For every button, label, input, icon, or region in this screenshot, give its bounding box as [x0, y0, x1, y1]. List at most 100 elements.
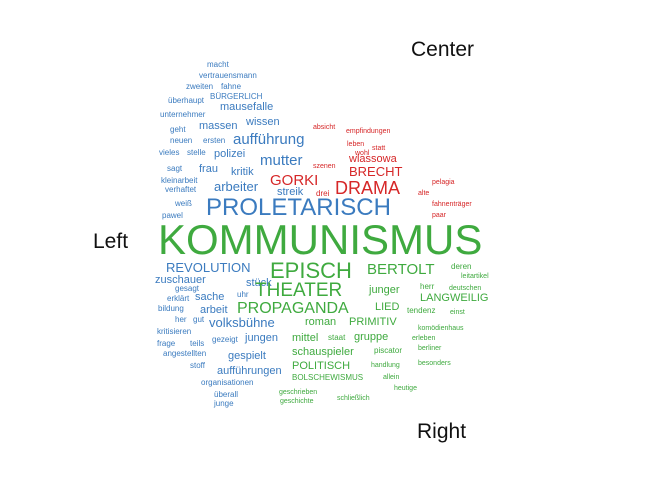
cloud-word: absicht	[313, 124, 336, 131]
cloud-word: deutschen	[449, 285, 482, 292]
cloud-word: szenen	[313, 163, 336, 170]
cloud-word: mausefalle	[220, 101, 274, 113]
cloud-word: kleinarbeit	[161, 176, 198, 185]
cloud-word: uhr	[237, 290, 249, 299]
cloud-word: verhaftet	[165, 185, 197, 194]
cloud-word: geschrieben	[279, 389, 318, 396]
cloud-word: jungen	[245, 332, 279, 344]
cloud-word: pawel	[162, 211, 183, 220]
cloud-word: organisationen	[201, 378, 254, 387]
cloud-word: erleben	[412, 335, 436, 342]
cloud-word: angestellten	[163, 349, 207, 358]
cloud-word: roman	[305, 316, 337, 328]
cloud-word: komödienhaus	[418, 325, 464, 332]
cloud-word: wissen	[246, 116, 280, 128]
cloud-word: leitartikel	[461, 273, 489, 280]
cloud-word: vertrauensmann	[199, 71, 257, 80]
cloud-word: teils	[190, 339, 205, 348]
cloud-word: sache	[195, 291, 225, 303]
cloud-word: gut	[193, 315, 205, 324]
cloud-word: kritisieren	[157, 327, 192, 336]
cloud-word: mutter	[260, 152, 303, 169]
cloud-word: frau	[199, 163, 218, 175]
cloud-word: staat	[328, 333, 346, 342]
cloud-word: pelagia	[432, 179, 455, 186]
cloud-word: stelle	[187, 148, 206, 157]
cloud-word: arbeit	[200, 304, 228, 316]
cloud-word: statt	[372, 145, 386, 152]
cloud-word: massen	[199, 120, 238, 132]
cloud-word: macht	[207, 60, 229, 69]
cloud-word: aufführungen	[217, 365, 282, 377]
cloud-word: wlassowa	[349, 153, 397, 165]
cloud-word: polizei	[214, 148, 246, 160]
cloud-word: junger	[369, 284, 400, 296]
cloud-word: neuen	[170, 136, 193, 145]
cloud-word: gesagt	[175, 284, 200, 293]
cloud-word: heutige	[394, 385, 417, 392]
cloud-word: BÜRGERLICH	[210, 92, 263, 101]
cloud-word: unternehmer	[160, 110, 206, 119]
cloud-word: LIED	[375, 301, 400, 313]
cloud-word: GORKI	[270, 172, 319, 189]
cloud-word: gespielt	[228, 350, 266, 362]
cloud-word: überhaupt	[168, 96, 205, 105]
cloud-word: BERTOLT	[367, 261, 435, 278]
cloud-word: einst	[450, 309, 465, 316]
cloud-word: geschichte	[280, 398, 314, 405]
cloud-word: BRECHT	[349, 164, 403, 179]
cloud-word: schließlich	[337, 395, 370, 402]
cloud-word: gezeigt	[212, 335, 238, 344]
label-center: Center	[411, 38, 475, 61]
cloud-word: volksbühne	[209, 315, 275, 330]
cloud-word: arbeiter	[214, 179, 259, 194]
cloud-word: fahne	[221, 82, 242, 91]
cloud-word: empfindungen	[346, 128, 391, 135]
cloud-word: sagt	[167, 164, 183, 173]
cloud-word: BOLSCHEWISMUS	[292, 373, 364, 382]
cloud-word: überall	[214, 390, 239, 399]
cloud-word: handlung	[371, 362, 400, 369]
cloud-word: KOMMUNISMUS	[158, 216, 483, 263]
cloud-word: fahnenträger	[432, 201, 472, 208]
cloud-word: EPISCH	[270, 258, 352, 283]
cloud-word: paar	[432, 212, 447, 219]
cloud-word: erklärt	[167, 294, 190, 303]
cloud-word: DRAMA	[335, 178, 401, 198]
cloud-word: herr	[420, 282, 435, 291]
label-right: Right	[417, 420, 467, 443]
cloud-word: aufführung	[233, 131, 305, 148]
cloud-word: allein	[383, 374, 400, 381]
cloud-word: ersten	[203, 136, 226, 145]
cloud-word: stoff	[190, 361, 205, 370]
cloud-word: mittel	[292, 332, 319, 344]
cloud-word: deren	[451, 262, 472, 271]
cloud-word: LANGWEILIG	[420, 292, 489, 304]
cloud-word: REVOLUTION	[166, 260, 251, 275]
cloud-word: bildung	[158, 304, 184, 313]
cloud-word: PROPAGANDA	[237, 300, 349, 317]
cloud-word: geht	[170, 125, 186, 134]
cloud-word: weiß	[175, 199, 192, 208]
cloud-word: junge	[214, 399, 234, 408]
cloud-word: alte	[418, 190, 430, 197]
cloud-word: stück	[246, 277, 272, 289]
cloud-word: berliner	[418, 345, 442, 352]
cloud-word: leben	[347, 141, 365, 148]
cloud-word: frage	[157, 339, 176, 348]
cloud-word: POLITISCH	[292, 360, 351, 372]
cloud-word: vieles	[159, 148, 180, 157]
cloud-word: tendenz	[407, 306, 436, 315]
cloud-word: zuschauer	[155, 274, 206, 286]
cloud-word: her	[175, 315, 187, 324]
cloud-word: gruppe	[354, 331, 389, 343]
cloud-word: PRIMITIV	[349, 316, 397, 328]
cloud-word: PROLETARISCH	[206, 194, 391, 221]
cloud-word: drei	[316, 189, 330, 198]
cloud-word: piscator	[374, 346, 403, 355]
cloud-word: besonders	[418, 360, 451, 367]
cloud-word: THEATER	[255, 280, 343, 301]
label-left: Left	[93, 230, 129, 253]
cloud-word: zweiten	[186, 82, 214, 91]
